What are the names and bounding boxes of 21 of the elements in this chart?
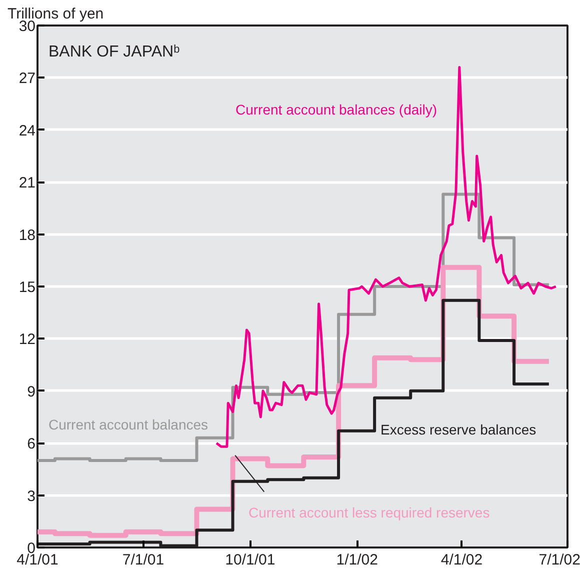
- y-tick-label: 21: [18, 174, 36, 192]
- y-tick-label: 6: [27, 436, 36, 453]
- series-label: Current account balances (daily): [236, 102, 438, 118]
- line-series: [215, 66, 558, 448]
- y-tick-label: 27: [18, 70, 36, 88]
- x-tick-label: 7/1/02: [538, 552, 580, 568]
- series-label: Excess reserve balances: [380, 422, 536, 438]
- y-tick-label: 3: [27, 488, 36, 505]
- x-tick-label: 4/1/02: [440, 552, 483, 568]
- x-tick-label: 1/1/02: [336, 552, 378, 568]
- y-tick-label: 24: [18, 122, 36, 140]
- y-tick-label: 15: [18, 279, 36, 296]
- text: BANK OF JAPANᵇ: [48, 44, 180, 60]
- y-tick-label: 9: [27, 383, 36, 400]
- series-label: Current account less required reserves: [248, 504, 490, 520]
- x-tick-label: 7/1/01: [122, 552, 164, 568]
- y-tick-label: 30: [18, 18, 36, 35]
- y-tick-label: 12: [18, 331, 36, 348]
- x-tick-label: 10/1/01: [225, 552, 276, 568]
- y-tick-label: 18: [18, 226, 36, 244]
- series-label: Current account balances: [48, 416, 208, 432]
